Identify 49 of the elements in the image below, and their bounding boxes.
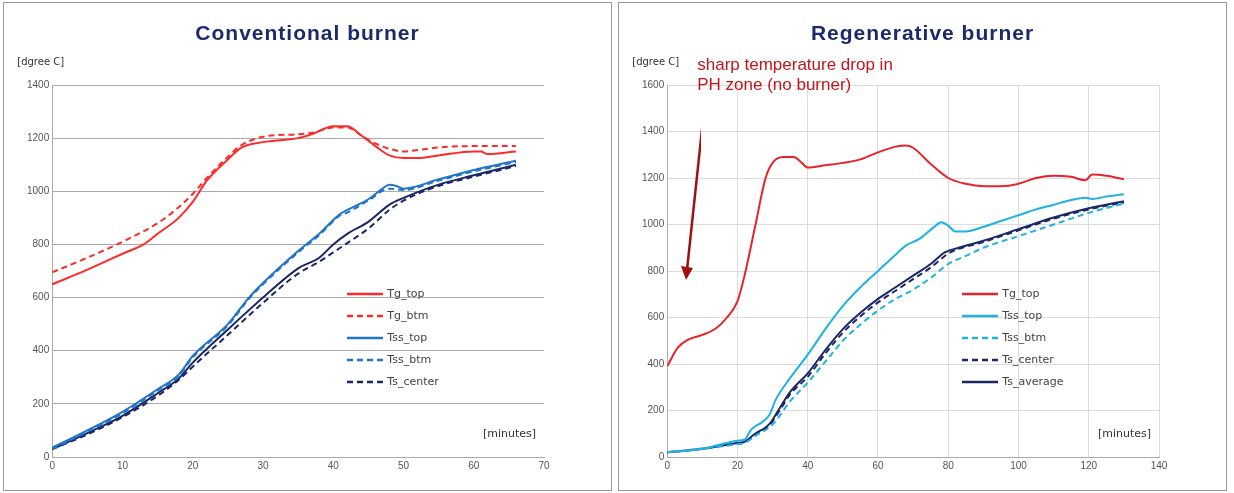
chart-title: Conventional burner xyxy=(194,21,421,45)
x-tick-label: 20 xyxy=(731,459,744,471)
y-tick-label: 0 xyxy=(658,450,665,462)
legend-label: Ts_center xyxy=(1002,353,1054,367)
x-tick-label: 140 xyxy=(1150,459,1168,471)
chart-title: Regenerative burner xyxy=(809,21,1036,45)
x-tick-label: 70 xyxy=(538,459,550,471)
x-tick-label: 100 xyxy=(1010,459,1028,471)
legend-label: Tss_top xyxy=(387,331,428,345)
y-axis-title: [dgree C] xyxy=(17,56,65,67)
legend-label: Tss_btm xyxy=(387,353,432,367)
y-tick-label: 1400 xyxy=(642,125,665,137)
y-tick-label: 1600 xyxy=(642,78,665,90)
x-tick-label: 40 xyxy=(802,459,814,471)
x-tick-label: 80 xyxy=(942,459,955,471)
legend-label: Tg_btm xyxy=(387,309,429,323)
y-tick-label: 1200 xyxy=(27,131,50,143)
y-tick-label: 600 xyxy=(32,291,50,303)
y-tick-label: 400 xyxy=(647,357,665,369)
y-tick-label: 400 xyxy=(32,344,50,356)
y-axis-title: [dgree C] xyxy=(632,56,680,67)
x-tick-label: 60 xyxy=(468,459,480,471)
x-tick-label: 50 xyxy=(397,459,410,471)
legend-label: Tss_btm xyxy=(1002,331,1047,345)
y-tick-label: 200 xyxy=(647,404,665,416)
y-tick-label: 800 xyxy=(647,264,665,276)
x-tick-label: 10 xyxy=(116,459,129,471)
annotation: sharp temperature drop in PH zone (no burner) xyxy=(697,55,894,95)
x-tick-label: 120 xyxy=(1080,459,1098,471)
legend-label: Ts_center xyxy=(387,375,439,389)
x-tick-label: 40 xyxy=(327,459,340,471)
x-tick-label: 60 xyxy=(872,459,884,471)
y-tick-label: 1000 xyxy=(642,218,665,230)
y-tick-label: 600 xyxy=(647,311,665,323)
x-tick-label: 20 xyxy=(187,459,199,471)
x-axis-title: [minutes] xyxy=(1097,427,1151,440)
y-tick-label: 200 xyxy=(32,397,50,409)
y-tick-label: 1000 xyxy=(27,185,50,197)
x-tick-label: 30 xyxy=(257,459,269,471)
x-axis-title: [minutes] xyxy=(482,427,536,440)
y-tick-label: 0 xyxy=(43,450,50,462)
legend-label: Tg_top xyxy=(1002,287,1040,301)
y-tick-label: 800 xyxy=(32,238,50,250)
y-tick-label: 1200 xyxy=(642,171,665,183)
legend-label: Tg_top xyxy=(387,287,425,301)
legend-label: Ts_average xyxy=(1002,375,1064,389)
y-tick-label: 1400 xyxy=(27,78,50,90)
line-series xyxy=(667,144,1125,368)
legend-label: Tss_top xyxy=(1002,309,1043,323)
